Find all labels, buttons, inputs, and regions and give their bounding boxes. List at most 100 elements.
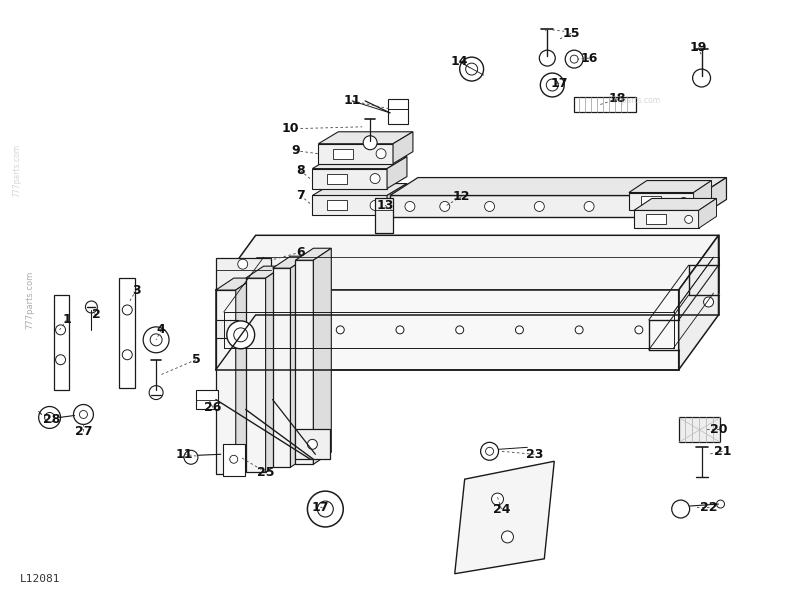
Text: 6: 6 — [296, 246, 305, 259]
Circle shape — [634, 202, 644, 211]
Circle shape — [485, 447, 493, 455]
Circle shape — [86, 301, 98, 313]
Polygon shape — [312, 157, 407, 169]
Circle shape — [56, 325, 66, 335]
Text: 4: 4 — [157, 323, 166, 337]
Circle shape — [308, 439, 317, 449]
Circle shape — [465, 63, 477, 75]
Circle shape — [405, 202, 415, 211]
Circle shape — [680, 197, 688, 205]
Polygon shape — [290, 256, 308, 467]
Text: 25: 25 — [257, 466, 274, 479]
Circle shape — [684, 216, 692, 223]
Text: 2: 2 — [92, 308, 101, 321]
Text: 27: 27 — [75, 425, 92, 438]
Circle shape — [370, 173, 380, 184]
Text: 16: 16 — [580, 52, 598, 64]
Polygon shape — [390, 178, 726, 196]
Polygon shape — [387, 157, 407, 188]
Polygon shape — [273, 256, 308, 268]
Bar — [679, 417, 721, 442]
Circle shape — [674, 202, 684, 211]
Circle shape — [703, 297, 714, 307]
Polygon shape — [694, 181, 711, 211]
Circle shape — [492, 493, 504, 505]
Polygon shape — [634, 211, 699, 228]
Bar — [328, 200, 347, 211]
Text: 23: 23 — [526, 448, 543, 461]
Polygon shape — [454, 461, 554, 574]
Circle shape — [277, 326, 285, 334]
Bar — [646, 214, 666, 225]
Text: 24: 24 — [492, 503, 510, 515]
Text: 14: 14 — [451, 55, 469, 67]
Polygon shape — [318, 144, 393, 164]
Circle shape — [692, 69, 711, 87]
Polygon shape — [296, 260, 313, 464]
Circle shape — [317, 501, 333, 517]
Circle shape — [149, 386, 163, 400]
Circle shape — [717, 500, 725, 508]
Text: 1: 1 — [62, 314, 71, 326]
Text: 17: 17 — [312, 500, 329, 514]
Circle shape — [456, 326, 464, 334]
Text: 11: 11 — [175, 448, 193, 461]
Circle shape — [44, 412, 55, 423]
Circle shape — [501, 531, 513, 543]
Text: 10: 10 — [282, 122, 299, 135]
Circle shape — [234, 328, 247, 342]
Circle shape — [144, 327, 169, 353]
Polygon shape — [246, 278, 266, 472]
Bar — [216, 320, 238, 338]
Bar — [388, 99, 408, 124]
Circle shape — [74, 405, 94, 424]
Circle shape — [336, 326, 344, 334]
Polygon shape — [393, 132, 413, 164]
Circle shape — [370, 200, 380, 211]
Text: 3: 3 — [132, 284, 140, 297]
Bar — [328, 173, 347, 184]
Circle shape — [39, 406, 60, 429]
Circle shape — [308, 491, 343, 527]
Polygon shape — [216, 278, 254, 290]
Polygon shape — [273, 268, 290, 467]
Circle shape — [440, 202, 450, 211]
Circle shape — [570, 55, 578, 63]
Bar — [54, 295, 68, 389]
Polygon shape — [313, 248, 331, 464]
Bar — [296, 429, 331, 459]
Polygon shape — [236, 278, 254, 474]
Polygon shape — [296, 248, 331, 260]
Bar — [333, 149, 353, 159]
Text: 22: 22 — [699, 500, 718, 514]
Polygon shape — [318, 132, 413, 144]
Circle shape — [584, 202, 594, 211]
Circle shape — [184, 450, 198, 464]
Circle shape — [515, 326, 523, 334]
Circle shape — [363, 136, 377, 150]
Circle shape — [376, 149, 386, 159]
Polygon shape — [390, 196, 699, 217]
Text: 5: 5 — [192, 353, 201, 366]
Circle shape — [396, 326, 404, 334]
Polygon shape — [216, 235, 718, 290]
Circle shape — [485, 202, 495, 211]
Text: 9: 9 — [291, 144, 300, 157]
Text: 777parts.com: 777parts.com — [12, 144, 21, 197]
Polygon shape — [699, 199, 717, 228]
Circle shape — [122, 305, 132, 315]
Polygon shape — [679, 235, 718, 370]
Circle shape — [565, 50, 583, 68]
Circle shape — [56, 355, 66, 365]
Text: L12081: L12081 — [20, 574, 60, 584]
Circle shape — [150, 334, 162, 346]
Circle shape — [230, 455, 238, 464]
Circle shape — [540, 73, 565, 97]
Text: 13: 13 — [377, 199, 394, 212]
Bar — [119, 278, 136, 388]
Circle shape — [672, 500, 690, 518]
Text: 11: 11 — [343, 95, 361, 107]
Text: 8: 8 — [296, 164, 305, 177]
Bar — [223, 444, 245, 476]
Text: 12: 12 — [453, 190, 470, 203]
